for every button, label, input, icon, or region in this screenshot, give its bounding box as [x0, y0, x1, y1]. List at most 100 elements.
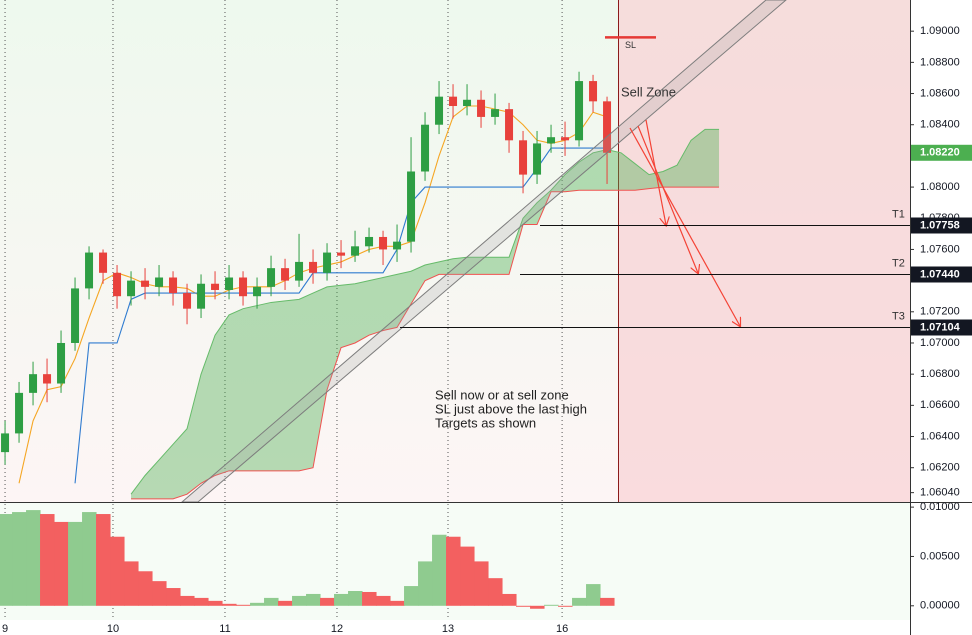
target-price-label: 1.07104 — [920, 321, 961, 333]
oscillator-bar — [0, 514, 13, 606]
oscillator-bar — [40, 514, 55, 606]
cloud — [131, 129, 720, 499]
candle-body — [155, 277, 164, 287]
candle-body — [127, 280, 136, 297]
note-line: Sell now or at sell zone — [435, 387, 569, 402]
y-tick-label: 1.08400 — [920, 119, 960, 131]
y-tick-label: 1.07000 — [920, 337, 960, 349]
target-label: T2 — [892, 257, 905, 269]
x-tick-label: 9 — [2, 623, 8, 635]
stop-loss-label: SL — [625, 40, 636, 50]
oscillator-bar — [348, 590, 363, 606]
oscillator-bar — [264, 597, 279, 606]
candle-body — [575, 81, 584, 141]
x-tick-label: 16 — [556, 623, 568, 635]
y-tick-label: 1.06040 — [920, 487, 960, 499]
oscillator-bar — [362, 591, 377, 606]
target-label: T3 — [892, 310, 905, 322]
oscillator-bar — [432, 534, 447, 606]
oscillator-bar — [390, 600, 405, 606]
oscillator-bar — [460, 546, 475, 606]
target-price-label: 1.07440 — [920, 268, 960, 280]
oscillator-bar — [96, 514, 111, 606]
y-tick-label: 0.00000 — [920, 600, 960, 612]
oscillator-bar — [166, 588, 181, 606]
candle-body — [449, 96, 458, 107]
oscillator-bar — [586, 584, 601, 606]
x-tick-label: 12 — [331, 623, 343, 635]
oscillator-bar — [292, 595, 307, 606]
candle-body — [239, 277, 248, 297]
target-price-box — [911, 319, 972, 336]
oscillator-bar — [474, 561, 489, 606]
candle-body — [99, 252, 108, 273]
candle-body — [589, 81, 598, 102]
candle-body — [421, 124, 430, 172]
current-price-box — [911, 144, 972, 161]
candle-body — [183, 293, 192, 309]
candle-body — [43, 374, 52, 384]
candle-body — [365, 236, 374, 247]
oscillator-bar — [334, 593, 349, 606]
y-tick-label: 1.09000 — [920, 25, 960, 37]
y-tick-label: 1.06600 — [920, 399, 960, 411]
oscillator-bar — [54, 521, 69, 606]
candle-body — [519, 140, 528, 175]
y-tick-label: 1.08600 — [920, 87, 960, 99]
candle-body — [85, 252, 94, 289]
oscillator-bar — [152, 581, 167, 606]
candle-body — [113, 272, 122, 297]
candle-body — [435, 96, 444, 125]
candle-body — [211, 283, 220, 290]
candle-body — [323, 252, 332, 273]
candle-body — [267, 268, 276, 287]
oscillator-bar — [278, 600, 293, 606]
sell-zone-label: Sell Zone — [621, 84, 676, 99]
oscillator-bar — [404, 586, 419, 606]
candle-body — [169, 277, 178, 294]
oscillator-bar — [516, 605, 531, 607]
target-price-box — [911, 217, 972, 234]
oscillator-bar — [600, 597, 615, 606]
candle-body — [15, 392, 24, 434]
candle-body — [225, 277, 234, 290]
target-price-box — [911, 266, 972, 283]
candle-body — [253, 286, 262, 297]
candle-body — [393, 241, 402, 250]
y-tick-label: 1.08000 — [920, 181, 960, 193]
candle-body — [603, 101, 612, 153]
oscillator-bar — [488, 578, 503, 606]
oscillator-bar — [558, 605, 573, 607]
oscillator-bar — [26, 510, 41, 606]
oscillator — [0, 510, 615, 609]
candle-body — [71, 288, 80, 343]
oscillator-bar — [68, 521, 83, 606]
oscillator-bar — [236, 604, 251, 606]
note-line: Targets as shown — [435, 415, 536, 430]
price-pane — [1, 71, 720, 500]
candle-body — [309, 261, 318, 273]
x-tick-label: 13 — [442, 623, 454, 635]
oscillator-bar — [376, 595, 391, 606]
price-axis — [910, 0, 972, 635]
cloud-lower — [131, 186, 720, 500]
y-tick-label: 1.06200 — [920, 462, 960, 474]
oscillator-bar — [306, 593, 321, 606]
target-arrow — [645, 119, 666, 225]
candle-body — [281, 268, 290, 281]
candle-body — [491, 109, 500, 117]
y-tick-label: 0.00500 — [920, 550, 960, 562]
oscillator-bar — [502, 593, 517, 606]
sell-area — [618, 0, 910, 502]
candle-body — [463, 99, 472, 107]
candle-body — [547, 137, 556, 144]
candle-body — [1, 433, 10, 453]
candle-body — [477, 99, 486, 117]
y-tick-label: 1.07600 — [920, 243, 960, 255]
oscillator-bar — [194, 597, 209, 606]
y-tick-label: 0.01000 — [920, 501, 960, 513]
oscillator-bar — [544, 604, 559, 606]
oscillator-bar — [250, 602, 265, 606]
y-tick-label: 1.08800 — [920, 56, 960, 68]
